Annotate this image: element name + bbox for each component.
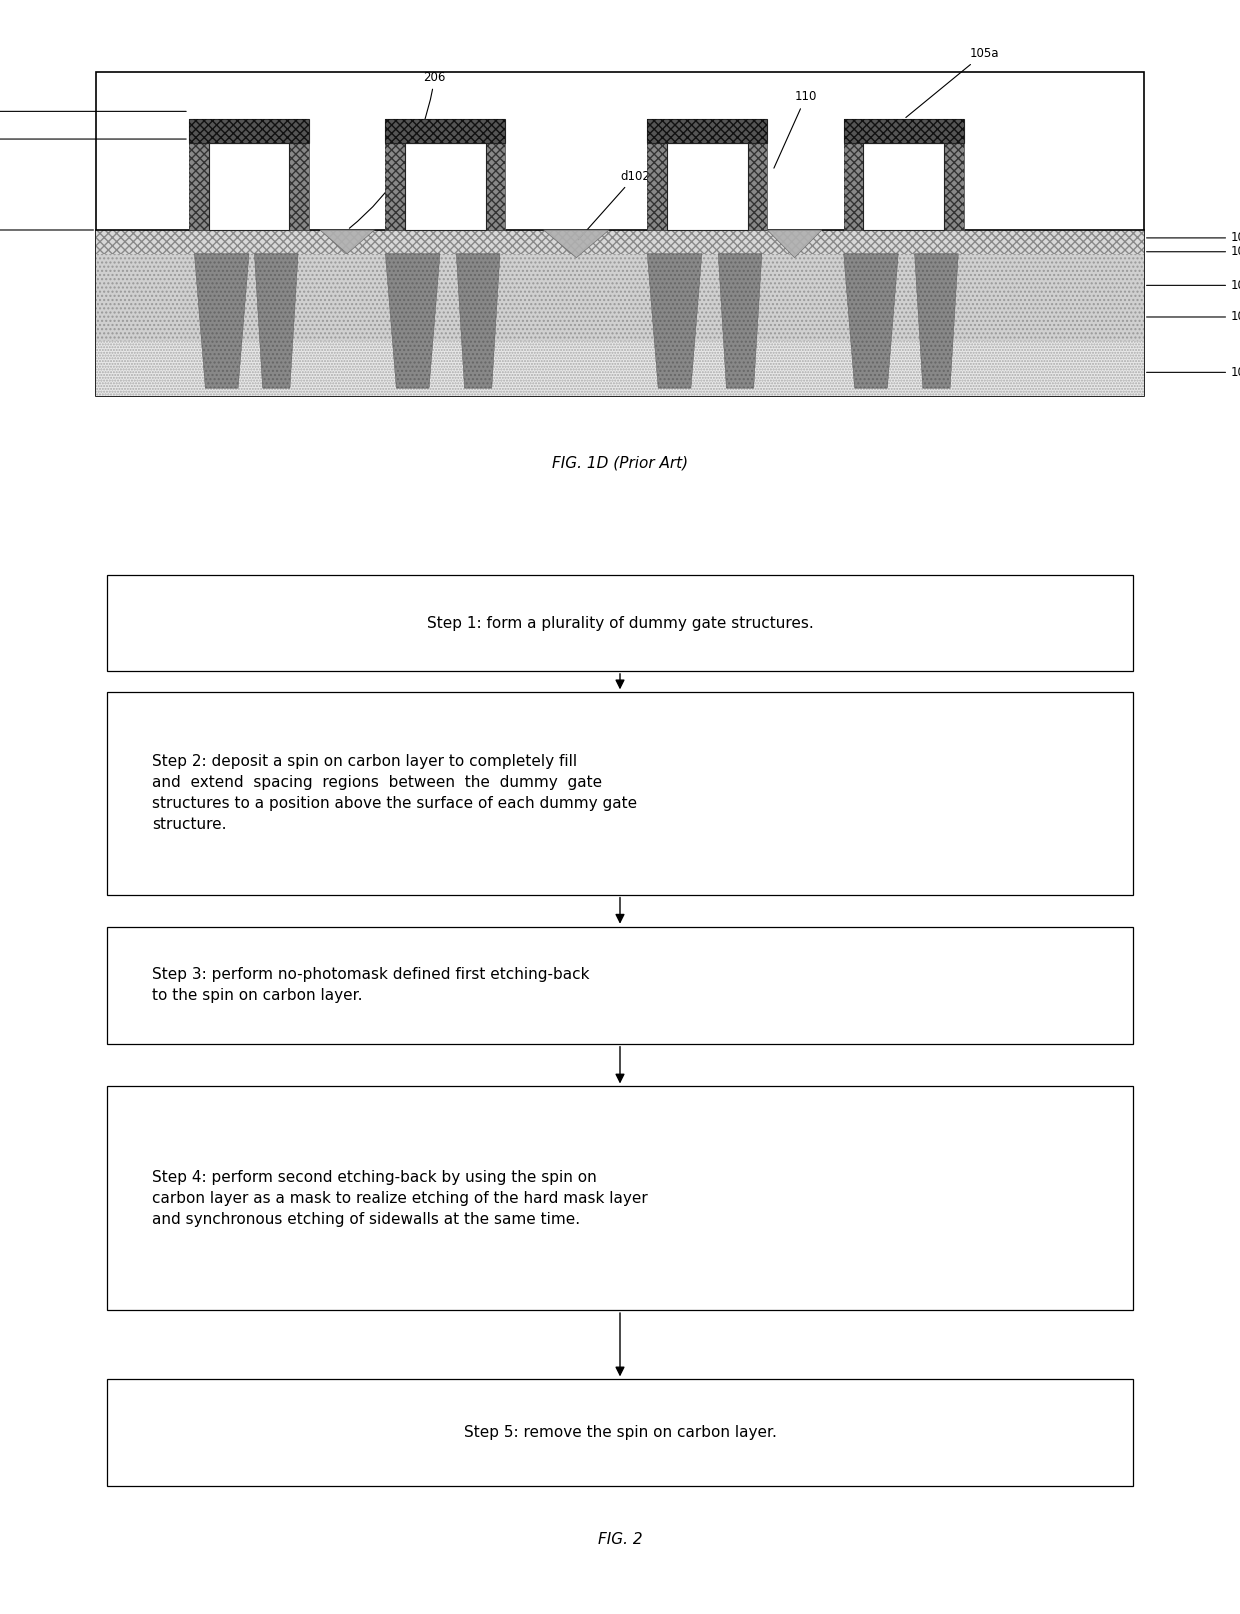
Text: Step 5: remove the spin on carbon layer.: Step 5: remove the spin on carbon layer. — [464, 1425, 776, 1440]
Bar — [667, 144, 748, 229]
Text: 106: 106 — [0, 105, 186, 118]
Polygon shape — [320, 229, 374, 253]
Bar — [386, 119, 506, 144]
Polygon shape — [768, 229, 822, 258]
Bar — [289, 144, 309, 229]
Bar — [188, 119, 309, 144]
Bar — [944, 144, 963, 229]
Bar — [97, 253, 1143, 341]
Bar — [843, 226, 963, 229]
Bar — [843, 144, 863, 229]
Bar — [405, 144, 486, 229]
Bar — [843, 119, 963, 144]
Bar — [107, 1380, 1133, 1486]
Bar — [289, 144, 309, 229]
Text: 110: 110 — [774, 90, 817, 168]
Polygon shape — [718, 253, 761, 387]
Bar — [386, 144, 405, 229]
Text: 107: 107 — [1147, 279, 1240, 292]
Text: d102: d102 — [578, 169, 650, 240]
Bar — [208, 144, 289, 229]
Bar — [486, 144, 506, 229]
Bar — [97, 73, 1143, 395]
Bar — [647, 144, 667, 229]
Bar — [647, 119, 768, 144]
Text: 105a: 105a — [906, 47, 998, 118]
Bar — [97, 341, 1143, 395]
Text: Step 3: perform no-photomask defined first etching-back
to the spin on carbon la: Step 3: perform no-photomask defined fir… — [153, 967, 590, 1004]
Text: 109: 109 — [1147, 245, 1240, 258]
Bar — [843, 144, 863, 229]
Polygon shape — [195, 253, 249, 387]
Bar — [486, 144, 506, 229]
Polygon shape — [254, 253, 298, 387]
Polygon shape — [915, 253, 959, 387]
Bar — [386, 226, 506, 229]
Text: 206: 206 — [350, 71, 445, 228]
Bar — [843, 119, 963, 144]
Text: FIG. 1D (Prior Art): FIG. 1D (Prior Art) — [552, 455, 688, 470]
Polygon shape — [647, 253, 702, 387]
Bar — [188, 144, 208, 229]
Text: Step 2: deposit a spin on carbon layer to completely fill
and  extend  spacing  : Step 2: deposit a spin on carbon layer t… — [153, 754, 637, 833]
Text: 108: 108 — [1147, 231, 1240, 244]
Text: 103: 103 — [0, 223, 93, 237]
Bar — [107, 692, 1133, 894]
Bar — [386, 119, 506, 144]
Bar — [944, 144, 963, 229]
Bar — [647, 119, 768, 144]
Text: Step 4: perform second etching-back by using the spin on
carbon layer as a mask : Step 4: perform second etching-back by u… — [153, 1170, 649, 1227]
Polygon shape — [843, 253, 898, 387]
Bar — [748, 144, 768, 229]
Text: FIG. 2: FIG. 2 — [598, 1532, 642, 1546]
Bar — [748, 144, 768, 229]
Polygon shape — [386, 253, 440, 387]
Bar — [107, 575, 1133, 671]
Bar — [97, 253, 1143, 341]
Bar — [188, 144, 208, 229]
Bar — [107, 1086, 1133, 1311]
Bar — [97, 231, 1143, 253]
Bar — [97, 341, 1143, 395]
Text: Step 1: form a plurality of dummy gate structures.: Step 1: form a plurality of dummy gate s… — [427, 615, 813, 631]
Bar — [647, 144, 667, 229]
Bar — [647, 226, 768, 229]
Text: 102: 102 — [1147, 310, 1240, 323]
Polygon shape — [456, 253, 500, 387]
Bar — [97, 231, 1143, 253]
Text: 104: 104 — [0, 132, 186, 145]
Polygon shape — [543, 229, 609, 258]
Bar — [188, 226, 309, 229]
Text: 101: 101 — [1147, 366, 1240, 379]
Bar — [386, 144, 405, 229]
Bar — [107, 926, 1133, 1044]
Bar — [863, 144, 944, 229]
Bar — [188, 119, 309, 144]
